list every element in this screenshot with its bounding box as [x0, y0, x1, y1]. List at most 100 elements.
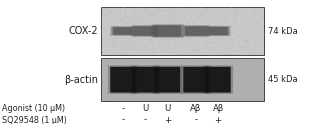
Point — [170, 80, 175, 82]
Point — [185, 27, 191, 29]
Point — [146, 33, 151, 35]
Point — [167, 42, 172, 44]
Point — [177, 30, 183, 32]
Point — [245, 77, 251, 79]
Point — [236, 67, 241, 69]
Point — [173, 72, 179, 74]
Point — [130, 78, 135, 79]
Point — [234, 51, 239, 53]
Point — [141, 95, 146, 97]
Point — [221, 43, 227, 45]
Point — [225, 26, 231, 28]
Point — [206, 18, 211, 20]
Point — [109, 81, 114, 83]
Point — [116, 40, 121, 42]
Point — [172, 28, 177, 30]
Point — [252, 30, 257, 32]
Point — [143, 53, 148, 55]
Point — [213, 31, 218, 33]
Point — [199, 82, 204, 84]
Point — [109, 38, 115, 40]
Point — [156, 16, 161, 18]
Point — [231, 67, 236, 69]
Point — [226, 88, 231, 90]
Point — [198, 6, 204, 8]
Point — [114, 33, 119, 35]
Point — [212, 22, 217, 24]
Point — [260, 97, 265, 99]
Point — [155, 24, 161, 26]
Point — [124, 36, 129, 38]
Point — [185, 22, 190, 24]
Point — [139, 39, 144, 41]
Point — [178, 43, 183, 45]
Point — [208, 97, 213, 99]
Point — [193, 68, 198, 70]
Point — [201, 23, 207, 25]
Point — [151, 49, 156, 51]
Point — [113, 52, 118, 54]
Point — [173, 74, 179, 76]
Point — [211, 27, 216, 29]
Point — [229, 36, 234, 38]
Point — [218, 30, 223, 32]
Point — [206, 80, 211, 82]
Point — [246, 46, 252, 48]
Point — [180, 72, 185, 74]
Point — [103, 50, 109, 52]
Point — [235, 22, 240, 24]
Point — [259, 53, 264, 55]
Point — [190, 39, 196, 41]
Point — [175, 28, 180, 30]
Point — [259, 10, 264, 12]
Point — [185, 10, 191, 12]
Point — [120, 20, 125, 22]
Point — [196, 47, 201, 49]
Point — [164, 22, 169, 24]
Point — [198, 90, 203, 92]
Point — [202, 77, 207, 79]
Point — [210, 35, 215, 37]
Point — [243, 66, 248, 68]
Point — [188, 19, 194, 21]
Point — [232, 15, 237, 17]
Point — [255, 53, 261, 55]
Point — [253, 49, 258, 51]
Point — [241, 39, 246, 41]
Point — [115, 29, 120, 31]
Point — [204, 8, 209, 10]
Point — [234, 67, 240, 69]
Text: U: U — [164, 104, 171, 113]
Point — [146, 11, 152, 13]
Point — [198, 72, 204, 74]
Point — [211, 97, 216, 99]
Point — [114, 17, 119, 19]
Point — [260, 26, 266, 28]
Point — [140, 72, 145, 74]
Point — [186, 16, 191, 18]
Point — [178, 22, 183, 24]
Point — [154, 72, 160, 74]
Point — [201, 89, 206, 91]
Point — [257, 54, 262, 56]
Point — [115, 41, 120, 43]
Point — [199, 25, 204, 27]
Point — [159, 79, 164, 81]
Point — [143, 63, 148, 65]
Point — [212, 52, 218, 54]
Point — [114, 29, 119, 31]
Point — [123, 90, 128, 92]
Point — [253, 24, 259, 26]
Point — [186, 28, 192, 30]
Point — [106, 34, 111, 36]
Point — [241, 11, 246, 13]
Point — [145, 29, 150, 31]
Point — [206, 32, 211, 34]
Point — [248, 92, 254, 94]
Point — [136, 45, 141, 46]
Point — [124, 91, 129, 93]
Point — [169, 43, 175, 45]
Point — [170, 96, 175, 98]
Point — [110, 39, 116, 41]
Point — [261, 10, 267, 12]
